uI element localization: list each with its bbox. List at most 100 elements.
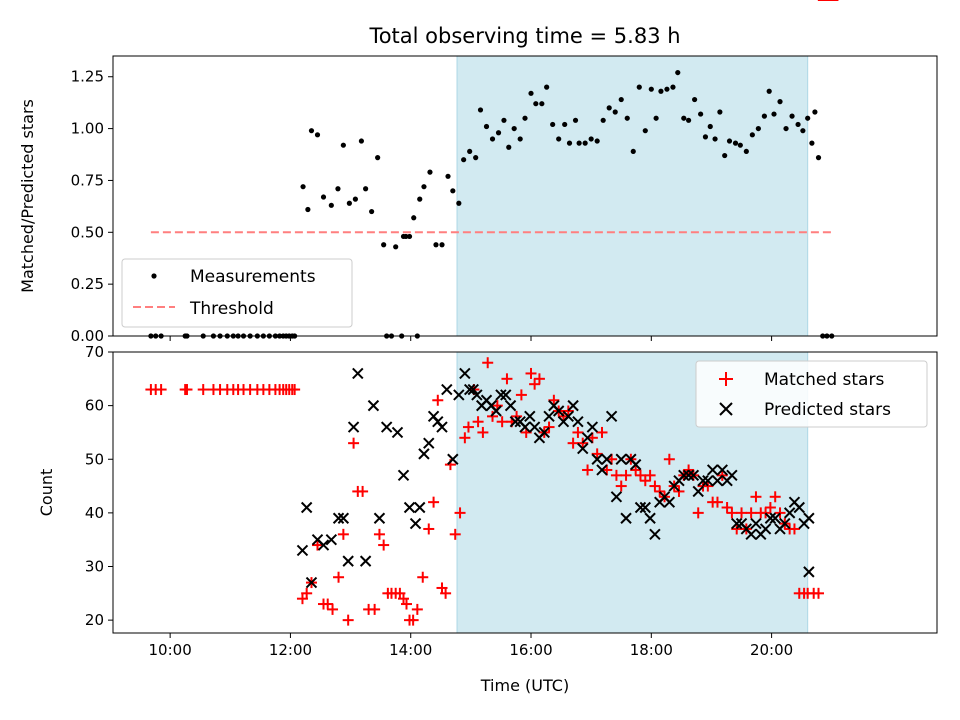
predicted-star-point — [591, 453, 603, 465]
legend-predicted-marker — [719, 402, 733, 416]
ratio-y-label: Matched/Predicted stars — [18, 99, 37, 293]
measurement-point — [783, 125, 789, 132]
predicted-star-point — [352, 367, 364, 380]
matched-star-point — [333, 571, 345, 583]
ratio-points — [148, 69, 835, 339]
chart-title: Total observing time = 5.83 h — [368, 24, 680, 48]
matched-star-point — [562, 405, 574, 417]
count-legend: Matched stars Predicted stars — [695, 360, 928, 428]
predicted-star-point — [414, 501, 426, 514]
measurement-point — [456, 200, 462, 206]
matched-star-point — [462, 421, 474, 433]
matched-star-point — [342, 614, 354, 626]
measurement-point — [406, 233, 413, 240]
matched-star-point — [548, 394, 560, 406]
predicted-star-point — [620, 512, 632, 524]
legend-matched-label: Matched stars — [764, 370, 884, 390]
measurement-point — [433, 242, 439, 248]
y-tick-label: 60 — [85, 397, 104, 415]
matched-star-point — [543, 421, 555, 433]
measurement-point — [427, 169, 433, 175]
predicted-star-point — [764, 512, 777, 524]
predicted-star-point — [803, 512, 815, 524]
measurement-point — [308, 128, 315, 134]
measurement-point — [544, 84, 550, 90]
x-tick-label: 16:00 — [509, 641, 552, 659]
measurement-point — [685, 117, 692, 123]
predicted-star-point — [373, 512, 386, 524]
predicted-star-point — [562, 410, 575, 423]
y-tick-label: 0.50 — [71, 223, 104, 241]
legend-threshold-label: Threshold — [189, 299, 274, 319]
matched-star-point — [369, 603, 381, 615]
x-tick-label: 12:00 — [269, 641, 312, 659]
predicted-star-point — [697, 474, 709, 487]
x-tick-label: 18:00 — [630, 641, 673, 659]
predicted-star-point — [397, 469, 410, 482]
legend-predicted-label: Predicted stars — [764, 400, 891, 420]
predicted-star-point — [409, 517, 422, 530]
matched-star-point — [477, 426, 489, 438]
measurement-point — [340, 142, 346, 148]
measurement-point — [445, 173, 451, 179]
predicted-star-point — [528, 421, 541, 433]
measurement-point — [642, 128, 648, 134]
predicted-star-point — [509, 416, 522, 428]
measurement-point — [511, 125, 517, 132]
measurement-point — [732, 140, 739, 146]
observing-window-span — [456, 55, 809, 337]
matched-star-point — [407, 614, 419, 626]
measurement-point — [363, 186, 369, 192]
y-tick-label: 1.00 — [71, 120, 104, 138]
x-ticks-top — [169, 336, 773, 341]
predicted-star-point — [634, 501, 647, 514]
measurement-point — [648, 86, 654, 92]
measurement-point — [522, 115, 528, 121]
measurement-point — [726, 138, 733, 144]
measurement-point — [417, 196, 423, 202]
predicted-star-point — [596, 464, 608, 476]
predicted-star-point — [610, 491, 623, 503]
matched-star-point — [760, 507, 772, 519]
predicted-star-point — [572, 416, 584, 428]
measurement-point — [795, 121, 801, 128]
ratio-frame — [112, 55, 938, 337]
measurement-point — [658, 88, 664, 94]
ratio-legend-box — [121, 258, 353, 328]
matched-star-point — [348, 437, 360, 449]
y-tick-label: 0.75 — [71, 171, 104, 189]
measurement-point — [352, 196, 358, 202]
measurement-point — [489, 136, 496, 142]
measurement-point — [506, 144, 512, 150]
count-legend-box — [695, 360, 928, 428]
matched-star-point — [644, 469, 656, 481]
predicted-star-point — [678, 469, 690, 482]
measurement-point — [812, 109, 818, 115]
predicted-star-point — [367, 399, 380, 412]
legend-measurements-label: Measurements — [190, 267, 316, 287]
y-ticks-top: 0.00 0.25 0.50 0.75 1.00 1.25 — [71, 68, 113, 345]
matched-star-point — [417, 571, 429, 583]
matched-star-point — [764, 502, 776, 514]
y-ticks-bottom: 20 30 40 50 60 70 — [85, 343, 113, 629]
predicted-star-point — [687, 469, 700, 482]
measurement-point — [712, 136, 718, 142]
measurement-point — [618, 96, 624, 103]
predicted-star-point — [500, 389, 512, 401]
predicted-star-point — [447, 453, 459, 465]
matched-star-point — [289, 384, 301, 396]
predicted-star-point — [467, 383, 479, 396]
matched-star-point — [726, 507, 738, 519]
measurement-point — [572, 117, 579, 123]
measurement-point — [707, 123, 713, 130]
matched-star-point — [423, 523, 435, 535]
measurement-point — [533, 101, 539, 107]
matched-star-point — [501, 373, 513, 385]
predicted-star-point — [577, 442, 589, 455]
measurement-point — [528, 90, 534, 96]
predicted-star-point — [615, 453, 627, 465]
measurement-point — [777, 99, 783, 105]
measurement-point — [576, 140, 582, 146]
measurement-point — [681, 115, 687, 121]
predicted-star-point — [441, 383, 453, 396]
